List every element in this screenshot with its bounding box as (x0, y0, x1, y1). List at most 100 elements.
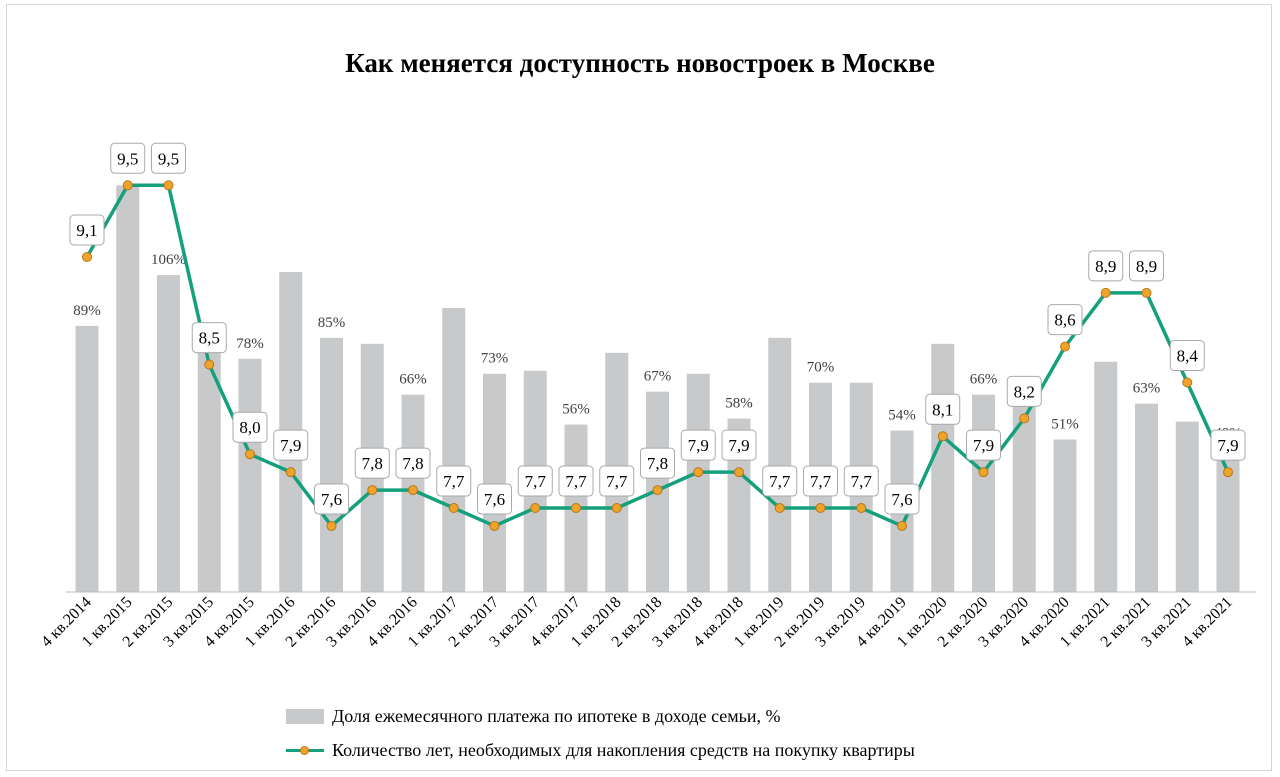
line-marker-25 (1100, 287, 1111, 298)
line-label-26: 8,9 (1136, 257, 1157, 276)
line-label-box-2 (151, 142, 186, 174)
line-label-1: 9,5 (117, 149, 138, 168)
line-label-box-6 (314, 483, 349, 515)
line-label-2: 9,5 (158, 149, 179, 168)
line-series: 9,1 9,5 9,5 8,5 8,0 7,9 7,6 7,8 7,8 7,7 7,6 7,7 7,7 7… (69, 142, 1246, 531)
line-label-5: 7,9 (280, 436, 301, 455)
bar-27 (1175, 421, 1199, 592)
bar-series (75, 185, 1240, 593)
bar-label-22: 66% (970, 372, 998, 388)
line-marker-27 (1182, 377, 1193, 388)
line-marker-1 (122, 180, 133, 191)
line-marker-13 (611, 503, 622, 514)
line-label-box-14 (640, 447, 675, 479)
line-label-box-22 (966, 429, 1001, 461)
legend-item-line: Количество лет, необходимых для накоплен… (286, 740, 915, 761)
bar-label-0: 89% (73, 303, 101, 319)
bar-label-26: 63% (1133, 381, 1161, 397)
bar-28 (1216, 448, 1240, 592)
bar-0 (75, 325, 99, 592)
line-marker-14 (652, 485, 663, 496)
bar-label-4: 78% (236, 336, 264, 352)
line-label-box-18 (803, 465, 838, 497)
line-label-3: 8,5 (199, 329, 220, 348)
bar-label-8: 66% (399, 372, 427, 388)
line-label-box-13 (599, 465, 635, 497)
bar-10 (483, 373, 506, 592)
line-label-box-28 (1210, 429, 1246, 461)
bar-16 (727, 418, 751, 592)
legend-swatch-bar (286, 709, 324, 724)
line-label-box-20 (884, 483, 920, 515)
line-label-20: 7,6 (891, 490, 912, 509)
bar-label-12: 56% (562, 402, 590, 418)
bar-label-2: 106% (151, 252, 186, 268)
line-label-box-1 (110, 142, 146, 174)
line-marker-5 (285, 467, 296, 478)
line-label-14: 7,8 (647, 454, 668, 473)
line-label-box-8 (395, 447, 431, 479)
chart-title: Как меняется доступность новостроек в Мо… (345, 48, 935, 78)
bar-3 (197, 343, 221, 592)
line-label-13: 7,7 (606, 472, 628, 491)
line-marker-8 (408, 485, 418, 496)
bar-17 (768, 337, 792, 592)
bar-label-24: 51% (1051, 417, 1079, 433)
bar-1 (116, 185, 140, 593)
line-label-7: 7,8 (362, 454, 383, 473)
bar-label-14: 67% (644, 369, 672, 385)
line-marker-10 (489, 520, 500, 531)
line-marker-15 (693, 467, 704, 478)
bar-22 (972, 394, 995, 592)
line-label-9: 7,7 (443, 472, 465, 491)
bar-2 (157, 275, 180, 592)
line-label-27: 8,4 (1177, 347, 1199, 366)
bar-6 (320, 337, 343, 592)
bar-26 (1135, 403, 1158, 592)
bar-label-6: 85% (318, 315, 346, 331)
line-marker-0 (82, 252, 92, 262)
bar-24 (1053, 439, 1077, 592)
line-marker-7 (367, 485, 378, 496)
line-label-10: 7,6 (484, 490, 505, 509)
line-label-box-19 (843, 465, 879, 497)
legend-label-bar: Доля ежемесячного платежа по ипотеке в д… (332, 706, 781, 726)
bar-label-20: 54% (888, 408, 916, 424)
bar-label-10: 73% (481, 351, 509, 367)
line-label-4: 8,0 (239, 418, 260, 437)
line-label-box-10 (477, 483, 512, 515)
bar-15 (686, 373, 710, 592)
line-label-box-26 (1129, 250, 1164, 282)
line-label-box-12 (558, 465, 594, 497)
line-marker-22 (978, 467, 989, 478)
line-marker-26 (1141, 287, 1152, 298)
line-marker-2 (163, 180, 174, 191)
line-marker-28 (1223, 467, 1233, 478)
line-marker-24 (1060, 341, 1070, 352)
line-label-0: 9,1 (76, 221, 97, 240)
line-label-box-5 (273, 429, 309, 461)
line-label-15: 7,9 (688, 436, 709, 455)
line-marker-4 (245, 449, 255, 460)
line-marker-12 (571, 503, 581, 514)
line-label-box-17 (762, 465, 798, 497)
line-label-25: 8,9 (1095, 257, 1116, 276)
line-label-box-3 (191, 322, 227, 354)
line-label-box-27 (1169, 340, 1205, 372)
line-label-18: 7,7 (810, 472, 832, 491)
line-label-12: 7,7 (565, 472, 587, 491)
line-label-box-7 (354, 447, 390, 479)
legend-item-bar: Доля ежемесячного платежа по ипотеке в д… (286, 706, 781, 727)
bar-21 (931, 343, 955, 592)
line-label-17: 7,7 (769, 472, 791, 491)
line-label-24: 8,6 (1054, 311, 1075, 330)
line-label-21: 8,1 (932, 400, 953, 419)
line-label-box-4 (232, 411, 268, 443)
bar-23 (1012, 400, 1036, 592)
line-marker-6 (326, 520, 337, 531)
line-marker-19 (856, 503, 867, 514)
line-marker-23 (1019, 413, 1030, 424)
line-label-box-0 (69, 214, 105, 246)
line-marker-11 (530, 503, 541, 514)
